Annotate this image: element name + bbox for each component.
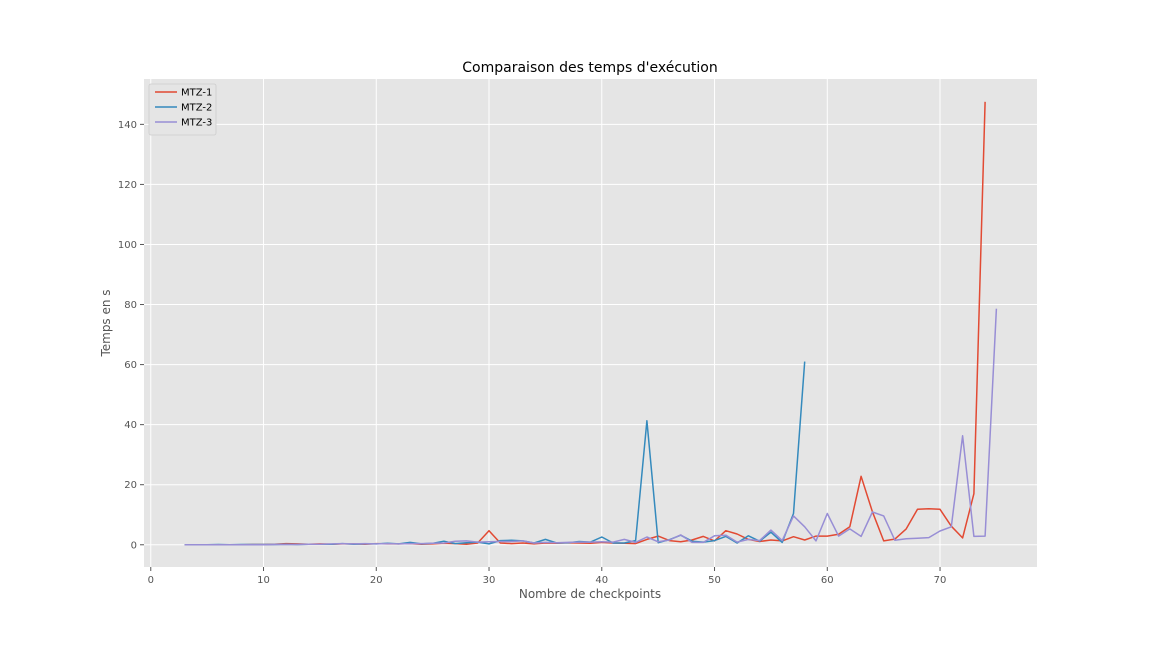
series-line-mtz-3: [184, 308, 998, 546]
legend-label: MTZ-2: [181, 103, 212, 114]
y-tick-label: 120: [118, 180, 137, 191]
legend-label: MTZ-1: [181, 88, 212, 99]
x-axis-label: Nombre de checkpoints: [519, 587, 661, 601]
y-tick-label: 40: [124, 420, 137, 431]
legend: MTZ-1 MTZ-2 MTZ-3: [148, 83, 217, 136]
x-tick-label: 20: [370, 575, 383, 586]
y-tick-label: 20: [124, 480, 137, 491]
legend-label: MTZ-3: [181, 118, 212, 129]
x-tick-label: 50: [708, 575, 721, 586]
x-tick-label: 10: [257, 575, 270, 586]
y-tick-label: 0: [131, 540, 137, 551]
x-tick-label: 70: [934, 575, 947, 586]
axis-ticks: 0 10 20 30 40 50 60 70 0 20 40 60 80 100 120 140: [118, 120, 946, 586]
x-tick-label: 30: [483, 575, 496, 586]
chart-title: Comparaison des temps d'exécution: [462, 60, 717, 76]
y-axis-label: Temps en s: [99, 289, 113, 357]
x-tick-label: 0: [148, 575, 154, 586]
x-tick-label: 40: [595, 575, 608, 586]
y-tick-label: 140: [118, 120, 137, 131]
x-tick-label: 60: [821, 575, 834, 586]
y-tick-label: 60: [124, 360, 137, 371]
y-tick-label: 80: [124, 300, 137, 311]
plot-background: [144, 79, 1037, 567]
series-lines: [184, 101, 998, 546]
y-tick-label: 100: [118, 240, 137, 251]
gridlines: [144, 79, 1037, 567]
